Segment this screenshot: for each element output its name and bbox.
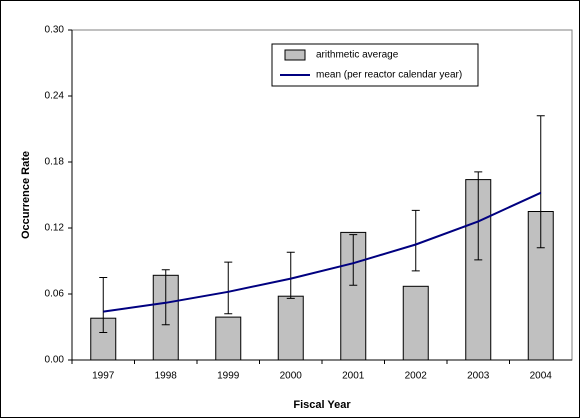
error-bar — [286, 251, 295, 299]
error-bar — [536, 115, 545, 249]
y-tick-label: 0.06 — [45, 289, 65, 300]
x-tick-label: 2000 — [280, 371, 303, 382]
error-bar — [224, 261, 233, 315]
error-bar — [349, 234, 358, 286]
bar — [402, 285, 429, 361]
x-tick-label: 2004 — [530, 371, 553, 382]
error-bar — [161, 269, 170, 326]
x-tick-label: 2001 — [342, 371, 365, 382]
y-tick-label: 0.18 — [45, 157, 65, 168]
y-tick-label: 0.24 — [45, 91, 65, 102]
error-bar — [474, 171, 483, 261]
error-bar — [411, 209, 420, 272]
bar — [277, 295, 304, 361]
x-tick-label: 2003 — [467, 371, 490, 382]
bar — [215, 316, 242, 361]
legend — [271, 43, 479, 87]
x-tick-label: 1997 — [92, 371, 115, 382]
y-tick-label: 0.12 — [45, 223, 65, 234]
x-axis-title: Fiscal Year — [293, 399, 351, 411]
error-bar — [99, 277, 108, 333]
x-tick-label: 1999 — [217, 371, 240, 382]
x-tick-label: 2002 — [405, 371, 428, 382]
y-axis-title: Occurrence Rate — [20, 151, 32, 239]
y-tick-label: 0.30 — [45, 25, 65, 36]
legend-label: mean (per reactor calendar year) — [316, 70, 462, 81]
line — [103, 191, 542, 313]
x-tick-label: 1998 — [155, 371, 178, 382]
legend-label: arithmetic average — [316, 50, 399, 61]
legend-swatch — [284, 49, 306, 61]
y-tick-label: 0.00 — [45, 355, 65, 366]
